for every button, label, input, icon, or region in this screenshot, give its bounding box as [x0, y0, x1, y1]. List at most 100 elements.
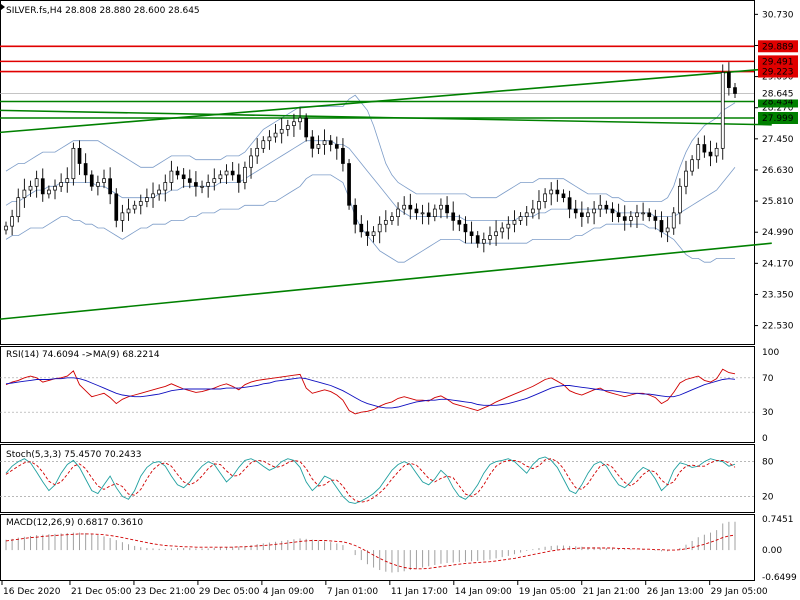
price-pane[interactable] [0, 0, 755, 345]
level-tag [758, 65, 798, 78]
candle [175, 170, 180, 176]
candle [181, 174, 186, 180]
candle [243, 166, 247, 183]
candle [4, 225, 8, 231]
candle [114, 193, 119, 221]
level-tag-label: 29.491 [762, 57, 794, 67]
candle [218, 174, 223, 180]
candle [561, 193, 566, 199]
candle [334, 144, 339, 149]
candle [641, 212, 645, 215]
time-label: 19 Jan 05:00 [519, 587, 576, 597]
price-header: SILVER.fs,H4 28.808 28.880 28.600 28.645 [6, 6, 200, 16]
candle [249, 155, 253, 168]
time-label: 16 Dec 2020 [3, 587, 61, 597]
candle [383, 220, 388, 225]
price-tick-label: 27.450 [762, 135, 794, 145]
candle [469, 231, 474, 236]
candle [206, 182, 211, 187]
rsi-header: RSI(14) 74.6094 ->MA(9) 68.2214 [6, 350, 160, 360]
time-label: 7 Jan 01:00 [327, 587, 379, 597]
candle [567, 197, 572, 210]
price-tick-label: 24.990 [762, 228, 794, 238]
candle [65, 178, 70, 183]
candle [714, 147, 719, 157]
candle [629, 216, 633, 221]
candle [678, 185, 682, 214]
macd-pane[interactable] [0, 514, 755, 581]
triangle-marker-icon [1, 4, 5, 10]
trend-line-2 [0, 242, 772, 320]
candle [83, 163, 88, 176]
candle [671, 212, 676, 229]
candle [341, 147, 345, 164]
candle [138, 201, 143, 206]
price-tick-label: 30.730 [762, 10, 794, 20]
candle [537, 201, 541, 210]
candle [720, 72, 725, 149]
candle [377, 223, 382, 233]
rsi-axis-label: 100 [762, 348, 779, 358]
stoch-axis-label: 80 [762, 458, 774, 468]
rsi-ma-line [5, 377, 736, 409]
candle [322, 140, 327, 145]
rsi-line [5, 368, 736, 415]
level-tag [758, 112, 798, 125]
time-label: 23 Dec 21:00 [135, 587, 196, 597]
current-price-tag [758, 87, 798, 100]
candle [353, 204, 358, 225]
candle [616, 212, 621, 217]
candle [304, 117, 309, 138]
candle [194, 182, 198, 187]
candle [230, 170, 235, 176]
candle [212, 178, 217, 183]
candle [157, 189, 162, 195]
level-tag [758, 55, 798, 68]
candle [524, 212, 529, 217]
level-tag-label: 28.434 [762, 97, 794, 107]
candle [316, 144, 321, 149]
candle [261, 140, 266, 149]
level-tag-label: 29.223 [762, 68, 794, 78]
candle [89, 174, 94, 187]
candle [200, 185, 204, 188]
candle [187, 178, 192, 183]
candle [481, 239, 486, 244]
candle [408, 204, 413, 210]
candle [145, 197, 149, 202]
stochastic-pane[interactable] [0, 444, 755, 513]
candle [653, 216, 658, 221]
candle [586, 212, 590, 217]
candle [40, 178, 45, 195]
candle [665, 227, 670, 233]
price-tick-label: 29.090 [762, 73, 794, 83]
price-tick-label: 22.530 [762, 322, 794, 332]
candle [132, 204, 137, 210]
bollinger-lower [5, 174, 735, 263]
stoch-axis-label: 20 [762, 492, 774, 502]
time-label: 21 Jan 21:00 [583, 587, 640, 597]
candle [53, 185, 57, 191]
candle [71, 147, 76, 180]
rsi-pane[interactable] [0, 346, 755, 443]
candle [518, 216, 523, 221]
time-label: 4 Jan 09:00 [263, 587, 315, 597]
time-label: 29 Dec 05:00 [199, 587, 260, 597]
candle [273, 132, 278, 138]
rsi-axis-label: 30 [762, 408, 774, 418]
candle [126, 208, 131, 214]
candle [255, 147, 260, 157]
candle [359, 223, 364, 233]
candle [163, 182, 168, 191]
candle [328, 140, 333, 145]
candle [108, 178, 112, 195]
macd-axis-label: 0.00 [762, 546, 782, 556]
candle [451, 212, 456, 221]
candle [267, 136, 272, 142]
candle [102, 178, 106, 183]
candle [34, 178, 39, 187]
candle [371, 231, 376, 236]
candle [224, 170, 229, 176]
candle [684, 170, 688, 187]
